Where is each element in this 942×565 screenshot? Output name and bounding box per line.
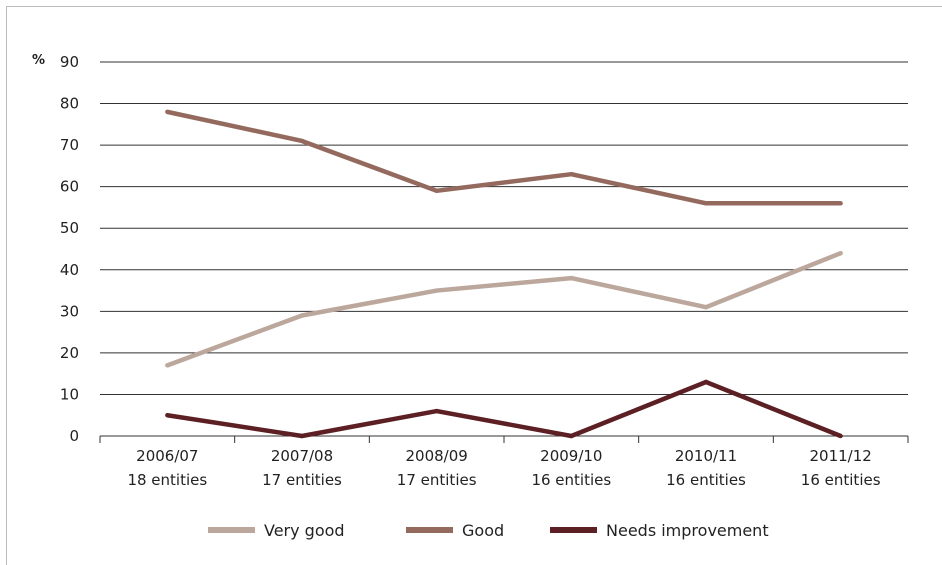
series-line-good bbox=[166, 109, 841, 206]
point-needs-improvement-4 bbox=[703, 379, 709, 385]
y-axis-unit-label: % bbox=[32, 53, 45, 68]
y-axis: 0 10 20 30 40 50 60 70 80 90 bbox=[60, 53, 79, 445]
legend-label-needs-improvement: Needs improvement bbox=[606, 521, 769, 540]
y-tick-label-50: 50 bbox=[60, 219, 79, 237]
legend-label-good: Good bbox=[462, 521, 504, 540]
point-needs-improvement-3 bbox=[569, 433, 574, 439]
series-lines bbox=[165, 109, 843, 439]
x-tick-label-entities-1: 17 entities bbox=[262, 471, 342, 489]
chart-frame bbox=[6, 6, 942, 565]
point-needs-improvement-0 bbox=[165, 413, 170, 418]
point-very-good-2 bbox=[434, 288, 439, 293]
point-very-good-5 bbox=[838, 250, 843, 256]
point-good-1 bbox=[299, 138, 305, 144]
point-very-good-0 bbox=[165, 363, 170, 368]
point-good-3 bbox=[569, 172, 574, 177]
point-good-5 bbox=[838, 201, 843, 206]
point-good-4 bbox=[703, 201, 709, 206]
x-tick-label-year-2: 2008/09 bbox=[406, 447, 468, 465]
y-tick-label-0: 0 bbox=[69, 427, 79, 445]
y-tick-label-10: 10 bbox=[60, 385, 79, 403]
series-line-very-good bbox=[166, 251, 842, 368]
x-tick-label-year-5: 2011/12 bbox=[810, 447, 872, 465]
point-very-good-1 bbox=[299, 313, 305, 318]
point-needs-improvement-1 bbox=[299, 433, 305, 439]
y-tick-label-40: 40 bbox=[60, 261, 79, 279]
x-tick-label-year-4: 2010/11 bbox=[675, 447, 737, 465]
x-tick-label-year-0: 2006/07 bbox=[136, 447, 198, 465]
x-axis: 2006/07 18 entities 2007/08 17 entities 2008… bbox=[99, 435, 909, 489]
x-tick-label-entities-5: 16 entities bbox=[801, 471, 881, 489]
legend-label-very-good: Very good bbox=[264, 521, 345, 540]
x-tick-label-entities-3: 16 entities bbox=[531, 471, 611, 489]
x-tick-label-entities-0: 18 entities bbox=[127, 471, 207, 489]
x-tick-label-year-1: 2007/08 bbox=[271, 447, 333, 465]
gridlines bbox=[100, 61, 908, 395]
y-tick-label-20: 20 bbox=[60, 344, 79, 362]
series-line-needs-improvement bbox=[166, 379, 842, 439]
x-tick-label-entities-4: 16 entities bbox=[666, 471, 746, 489]
x-tick-label-year-3: 2009/10 bbox=[540, 447, 602, 465]
y-tick-label-80: 80 bbox=[60, 95, 79, 113]
y-tick-label-60: 60 bbox=[60, 178, 79, 196]
y-tick-label-70: 70 bbox=[60, 136, 79, 154]
point-good-0 bbox=[165, 109, 170, 115]
point-very-good-4 bbox=[703, 304, 709, 310]
point-needs-improvement-2 bbox=[434, 408, 439, 414]
point-needs-improvement-5 bbox=[838, 433, 843, 439]
y-tick-label-30: 30 bbox=[60, 302, 79, 320]
legend: Very good Good Needs improvement bbox=[208, 521, 769, 540]
point-good-2 bbox=[434, 188, 439, 194]
point-very-good-3 bbox=[569, 275, 574, 281]
y-tick-label-90: 90 bbox=[60, 53, 79, 71]
x-tick-label-entities-2: 17 entities bbox=[397, 471, 477, 489]
